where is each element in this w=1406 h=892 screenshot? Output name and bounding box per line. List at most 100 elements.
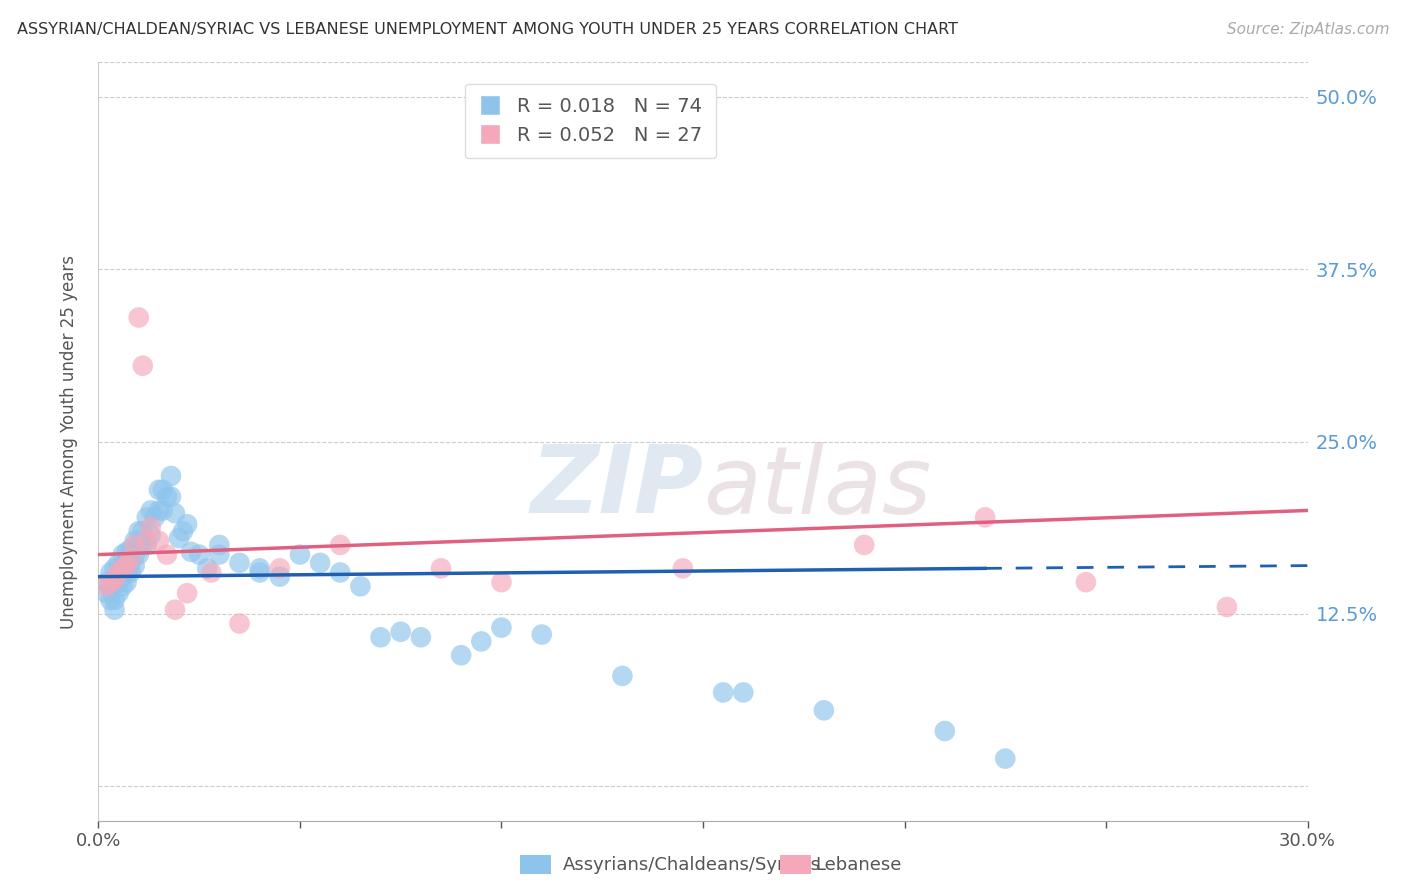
Point [349, 579, 371, 593]
Point [974, 510, 997, 524]
Point [120, 542, 142, 557]
Point [249, 561, 271, 575]
Point [96, 575, 118, 590]
Point [370, 630, 392, 644]
Point [148, 483, 170, 497]
Point [100, 579, 122, 593]
Point [124, 558, 146, 573]
Point [430, 561, 453, 575]
Point [409, 630, 432, 644]
Y-axis label: Unemployment Among Youth under 25 years: Unemployment Among Youth under 25 years [59, 254, 77, 629]
Point [249, 566, 271, 580]
Point [269, 569, 291, 583]
Point [156, 548, 179, 562]
Text: Source: ZipAtlas.com: Source: ZipAtlas.com [1226, 22, 1389, 37]
Point [115, 566, 138, 580]
Point [711, 685, 734, 699]
Point [115, 545, 138, 559]
Point [132, 538, 155, 552]
Point [733, 685, 755, 699]
Point [100, 566, 122, 580]
Point [124, 548, 146, 562]
Point [111, 561, 134, 575]
Legend: R = 0.018   N = 74, R = 0.052   N = 27: R = 0.018 N = 74, R = 0.052 N = 27 [465, 84, 716, 159]
Point [163, 506, 186, 520]
Point [115, 556, 138, 570]
Point [111, 558, 134, 573]
Point [139, 520, 162, 534]
Point [107, 566, 129, 580]
Point [1216, 599, 1239, 614]
Point [160, 490, 183, 504]
Point [132, 359, 155, 373]
Point [115, 558, 138, 573]
Point [200, 566, 222, 580]
Point [672, 561, 695, 575]
Text: atlas: atlas [703, 442, 931, 533]
Point [309, 556, 332, 570]
Point [156, 490, 179, 504]
Point [111, 569, 134, 583]
Point [148, 533, 170, 548]
Point [96, 586, 118, 600]
Point [450, 648, 472, 663]
Point [612, 669, 634, 683]
Point [135, 538, 157, 552]
Point [124, 533, 146, 548]
Point [1074, 575, 1097, 590]
Point [176, 517, 198, 532]
Point [994, 751, 1017, 765]
Point [132, 524, 155, 538]
Point [128, 524, 150, 538]
Point [107, 566, 129, 580]
Point [329, 566, 352, 580]
Point [107, 556, 129, 570]
Point [120, 566, 142, 580]
Point [228, 616, 250, 631]
Point [124, 538, 146, 552]
Point [96, 579, 118, 593]
Point [167, 531, 190, 545]
Point [491, 575, 513, 590]
Point [135, 533, 157, 548]
Point [288, 548, 311, 562]
Text: Lebanese: Lebanese [815, 856, 901, 874]
Point [128, 538, 150, 552]
Point [152, 503, 174, 517]
Point [389, 624, 412, 639]
Point [853, 538, 876, 552]
Point [139, 528, 162, 542]
Point [111, 548, 134, 562]
Point [111, 579, 134, 593]
Point [148, 503, 170, 517]
Point [934, 724, 956, 739]
Point [107, 575, 129, 590]
Point [208, 538, 231, 552]
Point [103, 593, 125, 607]
Point [120, 551, 142, 566]
Point [188, 548, 211, 562]
Text: ZIP: ZIP [530, 441, 703, 533]
Point [120, 556, 142, 570]
Point [180, 545, 202, 559]
Point [329, 538, 352, 552]
Point [530, 627, 553, 641]
Point [107, 586, 129, 600]
Point [269, 561, 291, 575]
Point [135, 510, 157, 524]
Point [143, 510, 166, 524]
Point [139, 503, 162, 517]
Point [160, 469, 183, 483]
Point [491, 621, 513, 635]
Point [100, 575, 122, 590]
Point [163, 603, 186, 617]
Point [115, 575, 138, 590]
Point [103, 603, 125, 617]
Point [228, 556, 250, 570]
Point [172, 524, 194, 538]
Text: Assyrians/Chaldeans/Syriacs: Assyrians/Chaldeans/Syriacs [562, 856, 820, 874]
Point [103, 561, 125, 575]
Point [813, 703, 835, 717]
Point [208, 548, 231, 562]
Point [128, 310, 150, 325]
